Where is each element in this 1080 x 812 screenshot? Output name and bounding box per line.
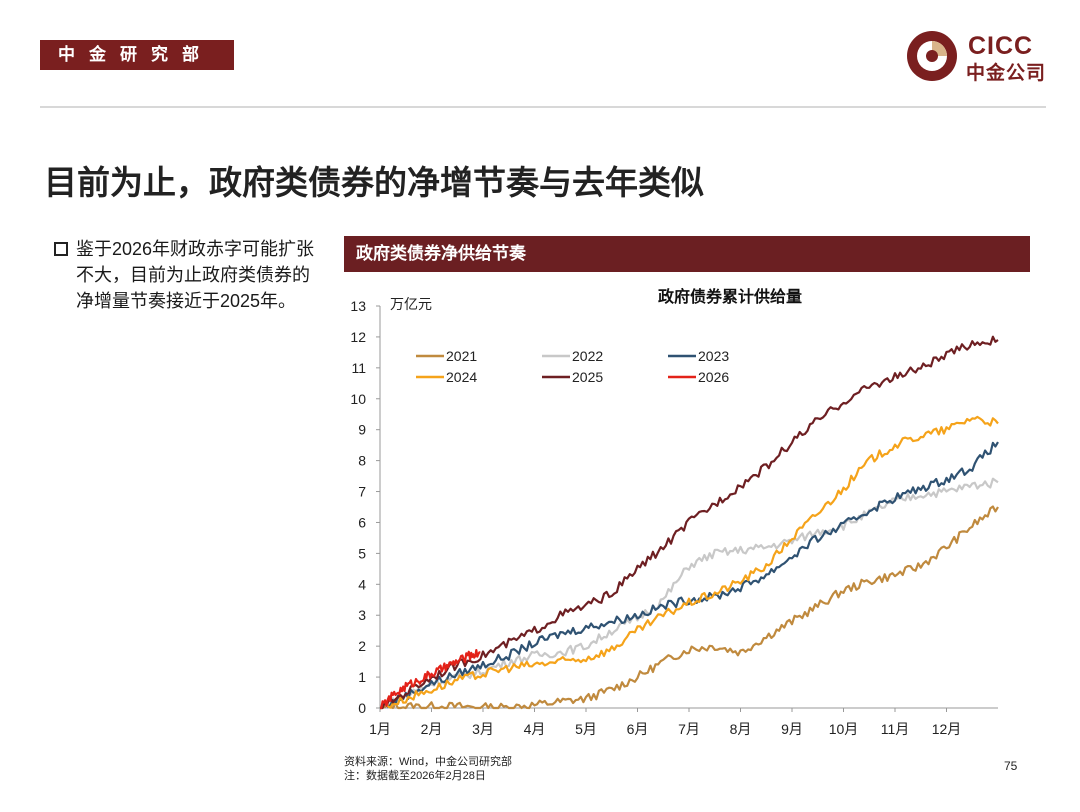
y-tick-label: 12 [350, 329, 366, 345]
x-tick-label: 5月 [575, 721, 597, 737]
square-bullet-icon [54, 242, 68, 256]
footnote: 资料来源：Wind，中金公司研究部 注：数据截至2026年2月28日 [344, 755, 512, 783]
series-line-2021 [379, 505, 999, 710]
x-tick-label: 2月 [421, 721, 443, 737]
series-line-2025 [380, 335, 999, 710]
page-title: 目前为止，政府类债券的净增节奏与去年类似 [44, 164, 704, 201]
bullet-point: 鉴于2026年财政赤字可能扩张不大，目前为止政府类债券的净增量节奏接近于2025… [54, 236, 324, 314]
y-tick-label: 10 [350, 391, 366, 407]
legend-label-2022: 2022 [572, 348, 603, 364]
y-tick-label: 8 [358, 453, 366, 469]
y-tick-label: 5 [358, 545, 366, 561]
legend-label-2025: 2025 [572, 369, 603, 385]
logo-text-cn: 中金公司 [966, 63, 1047, 84]
cicc-logo-icon [907, 31, 957, 81]
x-tick-label: 8月 [730, 721, 752, 737]
x-tick-label: 1月 [369, 721, 391, 737]
cicc-logo: CICC 中金公司 [904, 28, 1050, 84]
page-number: 75 [1004, 759, 1018, 773]
series-line-2023 [379, 441, 999, 710]
department-tag: 中金研究部 [40, 40, 234, 70]
x-tick-label: 9月 [781, 721, 803, 737]
y-tick-label: 3 [358, 607, 366, 623]
x-tick-label: 10月 [829, 721, 859, 737]
y-tick-label: 0 [358, 700, 366, 716]
logo-text-en: CICC [968, 32, 1034, 60]
legend-label-2024: 2024 [446, 369, 477, 385]
x-tick-label: 6月 [627, 721, 649, 737]
footnote-note: 注：数据截至2026年2月28日 [344, 770, 486, 782]
series-line-2026 [380, 649, 481, 710]
legend-label-2023: 2023 [698, 348, 729, 364]
y-tick-label: 4 [358, 576, 366, 592]
y-tick-label: 13 [350, 298, 366, 314]
x-tick-label: 12月 [932, 721, 962, 737]
legend-label-2021: 2021 [446, 348, 477, 364]
y-tick-label: 11 [351, 360, 366, 376]
legend-label-2026: 2026 [698, 369, 729, 385]
y-tick-label: 7 [358, 484, 366, 500]
y-tick-label: 6 [358, 514, 366, 530]
y-tick-label: 1 [358, 669, 366, 685]
footnote-source: 资料来源：Wind，中金公司研究部 [344, 756, 513, 768]
chart-header: 政府类债券净供给节奏 [344, 236, 1030, 272]
header-divider [40, 106, 1046, 108]
x-tick-label: 3月 [472, 721, 494, 737]
y-tick-label: 2 [358, 638, 366, 654]
x-tick-label: 7月 [678, 721, 700, 737]
bullet-text: 鉴于2026年财政赤字可能扩张不大，目前为止政府类债券的净增量节奏接近于2025… [76, 239, 315, 311]
y-axis-label: 万亿元 [390, 296, 432, 312]
y-tick-label: 9 [358, 422, 366, 438]
series-line-2024 [380, 415, 999, 710]
chart-title: 政府债券累计供给量 [658, 287, 802, 306]
x-tick-label: 4月 [524, 721, 546, 737]
x-tick-label: 11月 [881, 721, 910, 737]
